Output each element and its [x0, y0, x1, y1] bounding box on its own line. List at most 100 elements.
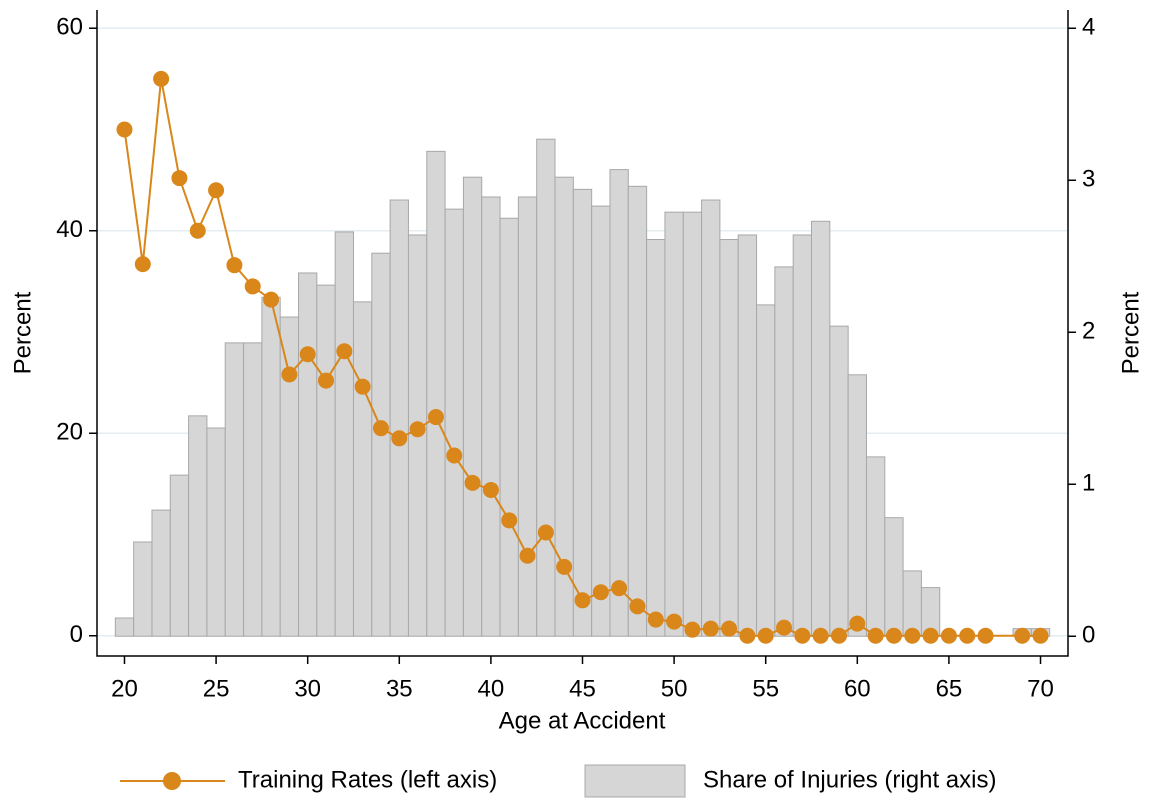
bar — [792, 234, 813, 637]
x-tick-label: 20 — [111, 675, 138, 702]
point — [354, 378, 371, 395]
point — [372, 420, 389, 437]
point — [794, 627, 811, 644]
bar — [646, 239, 666, 637]
point — [849, 615, 866, 632]
point — [464, 474, 481, 491]
point — [556, 558, 573, 575]
line-layer — [116, 70, 1049, 644]
y2-tick-label: 3 — [1082, 166, 1095, 193]
bar — [774, 266, 794, 637]
bar — [206, 427, 226, 637]
bar — [261, 296, 281, 637]
bar — [334, 231, 354, 637]
y-tick-label: 20 — [56, 419, 83, 446]
point — [739, 627, 756, 644]
bar — [847, 374, 867, 637]
bar — [884, 517, 904, 637]
point — [592, 584, 609, 601]
point — [977, 627, 994, 644]
point — [611, 580, 628, 597]
x-tick-label: 60 — [844, 675, 871, 702]
point — [629, 598, 646, 615]
legend-label: Training Rates (left axis) — [238, 766, 497, 793]
point — [244, 278, 261, 295]
y2-axis-label: Percent — [1117, 291, 1144, 374]
y2-tick-label: 2 — [1082, 318, 1095, 345]
point — [153, 70, 170, 87]
point — [263, 291, 280, 308]
y-tick-label: 0 — [70, 621, 83, 648]
x-tick-label: 40 — [478, 675, 505, 702]
point — [427, 409, 444, 426]
bar — [133, 541, 153, 637]
point — [409, 421, 426, 438]
y-axis-label: Percent — [9, 291, 36, 374]
y-tick-label: 60 — [56, 14, 83, 41]
point — [702, 620, 719, 637]
bar — [462, 176, 483, 637]
point — [684, 621, 701, 638]
bar — [627, 185, 648, 637]
point — [482, 481, 499, 498]
x-tick-label: 70 — [1027, 675, 1054, 702]
legend-swatch — [584, 764, 686, 798]
bar — [481, 196, 501, 637]
point — [226, 257, 243, 274]
bar — [371, 252, 391, 637]
point — [446, 447, 463, 464]
bar — [737, 234, 758, 637]
point — [940, 627, 957, 644]
point — [922, 627, 939, 644]
point — [116, 121, 133, 138]
point — [885, 627, 902, 644]
bar — [298, 272, 318, 637]
bar — [719, 239, 739, 637]
bars — [114, 138, 1051, 637]
point — [666, 613, 683, 630]
point — [299, 346, 316, 363]
bar — [316, 284, 336, 637]
point — [1014, 627, 1031, 644]
bar — [114, 617, 135, 637]
x-tick-label: 25 — [203, 675, 230, 702]
point — [519, 547, 536, 564]
bar — [352, 301, 373, 637]
y-tick-label: 40 — [56, 216, 83, 243]
point — [647, 611, 664, 628]
x-tick-label: 55 — [752, 675, 779, 702]
point — [830, 627, 847, 644]
point — [171, 170, 188, 187]
bar — [572, 188, 593, 637]
point — [189, 222, 206, 239]
point — [721, 620, 738, 637]
bar — [151, 509, 171, 637]
bar — [682, 211, 703, 637]
bar — [224, 342, 245, 637]
bar — [169, 474, 190, 637]
y2-tick-label: 4 — [1082, 14, 1095, 41]
y2-tick-label: 1 — [1082, 470, 1095, 497]
point — [959, 627, 976, 644]
point — [574, 592, 591, 609]
point — [134, 256, 151, 273]
point — [318, 372, 335, 389]
bar — [609, 169, 629, 637]
x-axis-label: Age at Accident — [499, 707, 666, 734]
bar — [664, 211, 684, 637]
point — [537, 524, 554, 541]
bar — [444, 208, 464, 637]
bar — [536, 138, 556, 637]
bar — [829, 325, 849, 637]
bar — [243, 342, 263, 637]
bar — [389, 199, 409, 637]
x-tick-label: 45 — [569, 675, 596, 702]
legend-swatch — [163, 772, 181, 790]
point — [336, 343, 353, 360]
point — [501, 512, 518, 529]
x-tick-label: 50 — [661, 675, 688, 702]
y2-tick-label: 0 — [1082, 622, 1095, 649]
axes — [96, 10, 1069, 657]
point — [776, 619, 793, 636]
